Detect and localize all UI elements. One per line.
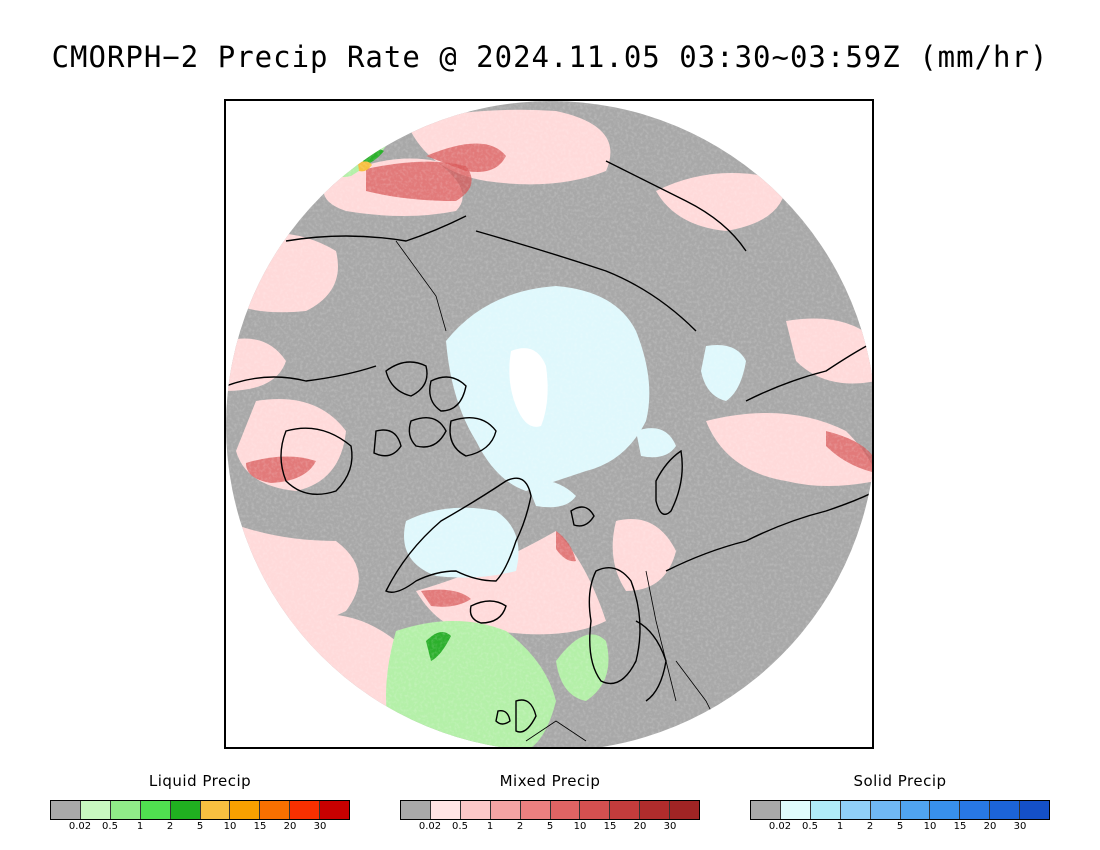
- legend-tick-label: 20: [633, 821, 647, 832]
- legend-swatch: [460, 801, 491, 819]
- legend-swatch: [110, 801, 141, 819]
- legend-tick-label: 1: [136, 821, 144, 832]
- legend-title: Mixed Precip: [499, 772, 601, 790]
- chart-title: CMORPH−2 Precip Rate @ 2024.11.05 03:30~…: [51, 40, 1049, 74]
- legend-tick-label: 0.02: [768, 821, 792, 832]
- legend-tick-label: 15: [953, 821, 967, 832]
- legend-swatch: [290, 801, 321, 819]
- legend-swatch: [550, 801, 581, 819]
- legend-tick-label: 15: [253, 821, 267, 832]
- legend-swatch: [490, 801, 521, 819]
- map-disk: [226, 101, 872, 747]
- legend-tick-label: 2: [166, 821, 174, 832]
- legend-swatch: [900, 801, 931, 819]
- legend-swatch: [580, 801, 611, 819]
- legend-tick-label: 10: [573, 821, 587, 832]
- coastlines: [226, 160, 872, 733]
- legend-swatch: [230, 801, 261, 819]
- legend-tick-label: 0.5: [102, 821, 118, 832]
- legend-tick-label: 30: [1013, 821, 1027, 832]
- legend-tick-label: 5: [196, 821, 204, 832]
- legend-tick-label: 0.5: [802, 821, 818, 832]
- precip-map[interactable]: [224, 99, 874, 749]
- legend-tick-label: 10: [223, 821, 237, 832]
- legend-swatch: [840, 801, 871, 819]
- legend-swatch: [401, 801, 431, 819]
- legend-colorbar: [750, 800, 1050, 820]
- legend-tick-label: 5: [546, 821, 554, 832]
- legend-title: Liquid Precip: [148, 772, 252, 790]
- legend-swatch: [320, 801, 350, 819]
- legend-tick-label: 20: [283, 821, 297, 832]
- legend-ticks: 0.02 0.5 1 2 5 10 15 20 30: [750, 821, 1050, 835]
- legend-swatch: [260, 801, 291, 819]
- legend-tick-label: 5: [896, 821, 904, 832]
- legend-swatch: [430, 801, 461, 819]
- legend-swatch: [751, 801, 781, 819]
- legend-solid: Solid Precip 0.02 0.5 1 2 5 10 15 20 30: [750, 772, 1050, 835]
- legend-swatch: [870, 801, 901, 819]
- legend-ticks: 0.02 0.5 1 2 5 10 15 20 30: [400, 821, 700, 835]
- legend-liquid: Liquid Precip 0.02 0.5 1 2 5 10 15 20 30: [50, 772, 350, 835]
- legend-tick-label: 0.02: [68, 821, 92, 832]
- legend-tick-label: 2: [866, 821, 874, 832]
- legend-swatch: [990, 801, 1021, 819]
- legend-swatch: [80, 801, 111, 819]
- legend-swatch: [520, 801, 551, 819]
- legend-title: Solid Precip: [853, 772, 947, 790]
- legend-swatch: [810, 801, 841, 819]
- legend-swatch: [930, 801, 961, 819]
- legend-tick-label: 20: [983, 821, 997, 832]
- legend-swatch: [140, 801, 171, 819]
- legend-tick-label: 1: [836, 821, 844, 832]
- legend-colorbar: [400, 800, 700, 820]
- legend-swatch: [670, 801, 700, 819]
- legend-swatch: [960, 801, 991, 819]
- legend-swatch: [51, 801, 81, 819]
- legend-ticks: 0.02 0.5 1 2 5 10 15 20 30: [50, 821, 350, 835]
- legend-tick-label: 0.02: [418, 821, 442, 832]
- texture-overlay: [226, 101, 872, 747]
- legend-swatch: [640, 801, 671, 819]
- legend-swatch: [170, 801, 201, 819]
- legend-tick-label: 2: [516, 821, 524, 832]
- legend-swatch: [780, 801, 811, 819]
- legend-swatch: [1020, 801, 1050, 819]
- legend-tick-label: 10: [923, 821, 937, 832]
- legend-tick-label: 15: [603, 821, 617, 832]
- legend-swatch: [200, 801, 231, 819]
- legend-mixed: Mixed Precip 0.02 0.5 1 2 5 10 15 20 30: [400, 772, 700, 835]
- legend-swatch: [610, 801, 641, 819]
- legend-tick-label: 30: [313, 821, 327, 832]
- legend-tick-label: 0.5: [452, 821, 468, 832]
- legend-tick-label: 1: [486, 821, 494, 832]
- legend-tick-label: 30: [663, 821, 677, 832]
- legend-colorbar: [50, 800, 350, 820]
- polar-map-svg: [226, 101, 872, 747]
